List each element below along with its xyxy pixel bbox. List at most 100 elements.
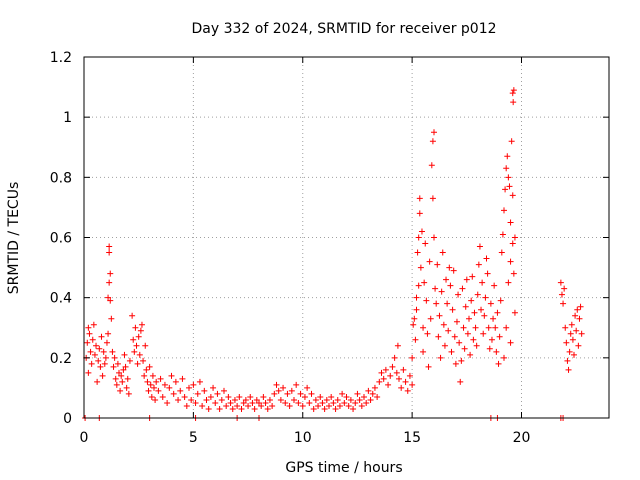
data-point [448,348,455,355]
data-point [145,387,152,394]
data-point [190,381,197,388]
data-point [361,393,367,400]
data-point [334,396,341,403]
data-point [564,357,571,364]
data-point [132,324,139,331]
data-point [491,282,498,289]
data-point [412,336,419,343]
data-point [196,378,203,385]
data-point [483,255,490,262]
data-point [418,228,425,235]
data-point [443,276,450,283]
data-point [291,396,297,403]
data-point [113,381,120,388]
data-point [468,297,475,304]
data-point [466,315,472,322]
data-point [105,294,112,301]
x-tick-label: 15 [403,430,421,446]
data-point [508,138,515,145]
data-point [275,387,282,394]
data-point [429,138,436,145]
data-point [264,405,271,412]
data-point [457,378,464,385]
data-point [100,348,107,355]
data-point [301,393,308,400]
data-point [253,396,260,403]
y-tick-label: 0.4 [50,291,72,307]
data-point [358,402,365,409]
data-point [101,360,108,367]
data-point [175,396,182,403]
data-point [447,282,454,289]
data-point [376,378,383,385]
data-point [312,396,319,403]
data-point [149,372,156,379]
data-point [260,393,267,400]
data-point [345,402,352,409]
data-point [164,399,171,406]
data-point [234,402,241,409]
data-point [271,390,278,397]
data-point [420,324,427,331]
data-point [562,324,569,331]
data-point [106,279,113,286]
data-point [431,129,437,136]
data-point [111,354,118,361]
data-point [505,279,512,286]
data-point [414,249,421,256]
data-point [502,186,509,193]
data-point [415,282,422,289]
data-point [563,339,570,346]
data-point [266,396,273,403]
data-point [293,381,300,388]
data-point [365,387,372,394]
data-point [496,333,503,340]
data-point [332,405,339,412]
data-point [467,351,474,358]
data-point [117,387,124,394]
data-point [125,390,132,397]
data-point [161,381,168,388]
data-point [453,318,460,325]
x-tick-label: 20 [513,430,531,446]
data-point [575,342,582,349]
data-point [510,99,517,106]
data-point [431,234,437,241]
data-point [567,330,574,337]
data-point [413,294,420,301]
data-point [487,300,494,307]
data-point [107,270,114,277]
data-point [181,393,188,400]
data-point [374,393,381,400]
data-point [121,351,128,358]
data-point [151,384,157,391]
data-point [170,390,177,397]
data-point [89,336,96,343]
data-point [319,399,326,406]
data-point [561,285,568,292]
data-point [110,363,117,370]
data-point [256,399,262,406]
data-point [449,306,456,313]
data-point [321,405,328,412]
y-tick-label: 0 [63,411,72,427]
data-point [572,312,579,319]
data-point [420,348,427,355]
data-point [479,279,486,286]
data-point [409,354,416,361]
data-point [409,381,416,388]
data-point [295,399,302,406]
data-point [456,339,463,346]
y-tick-label: 0.8 [50,170,72,186]
data-point [498,249,505,256]
data-point [509,240,516,247]
data-point [422,240,429,247]
data-point [434,261,441,268]
data-point [218,396,225,403]
data-point [507,258,514,265]
data-point [284,390,291,397]
data-point [297,390,304,397]
data-point [482,294,489,301]
data-point [192,399,199,406]
data-point [238,405,245,412]
